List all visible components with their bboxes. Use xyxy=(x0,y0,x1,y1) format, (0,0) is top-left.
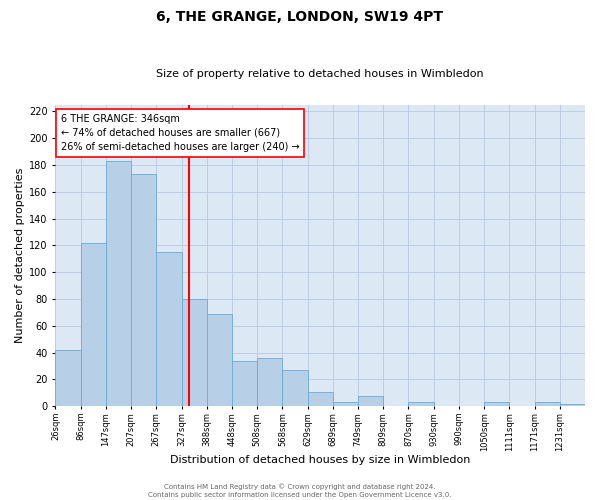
Bar xyxy=(308,392,333,406)
Bar xyxy=(560,404,585,406)
Bar xyxy=(409,402,434,406)
Bar xyxy=(157,252,182,406)
Y-axis label: Number of detached properties: Number of detached properties xyxy=(15,168,25,343)
Bar xyxy=(207,314,232,406)
Bar xyxy=(535,402,560,406)
Text: Contains HM Land Registry data © Crown copyright and database right 2024.
Contai: Contains HM Land Registry data © Crown c… xyxy=(148,484,452,498)
Bar xyxy=(358,396,383,406)
Text: 6 THE GRANGE: 346sqm
← 74% of detached houses are smaller (667)
26% of semi-deta: 6 THE GRANGE: 346sqm ← 74% of detached h… xyxy=(61,114,299,152)
Bar xyxy=(484,402,509,406)
X-axis label: Distribution of detached houses by size in Wimbledon: Distribution of detached houses by size … xyxy=(170,455,470,465)
Bar xyxy=(257,358,283,406)
Bar xyxy=(55,350,80,406)
Text: 6, THE GRANGE, LONDON, SW19 4PT: 6, THE GRANGE, LONDON, SW19 4PT xyxy=(157,10,443,24)
Bar xyxy=(182,299,207,406)
Bar xyxy=(333,402,358,406)
Bar xyxy=(80,243,106,406)
Bar xyxy=(131,174,157,406)
Bar xyxy=(232,360,257,406)
Bar xyxy=(106,161,131,406)
Title: Size of property relative to detached houses in Wimbledon: Size of property relative to detached ho… xyxy=(157,69,484,79)
Bar xyxy=(283,370,308,406)
